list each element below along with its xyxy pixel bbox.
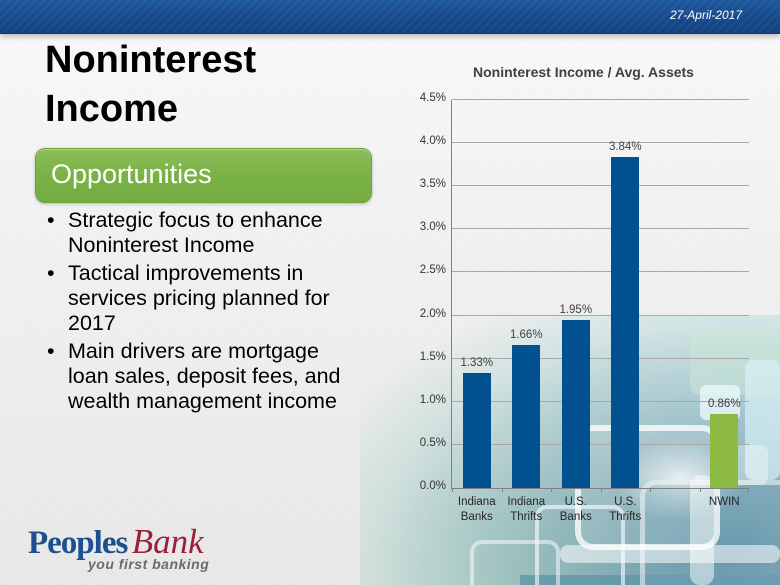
x-axis-tick [452, 488, 453, 492]
peoples-bank-logo: Peoples Bank you first banking [28, 522, 218, 572]
chart: Noninterest Income / Avg. Assets 0.0% 0.5… [405, 62, 770, 532]
decor-shape [690, 475, 714, 585]
logo-text-peoples: Peoples [28, 525, 128, 561]
chart-gridline [452, 185, 749, 187]
x-axis-tick [501, 488, 503, 492]
bar-value-label: 0.86% [707, 397, 741, 410]
decor-shape [470, 540, 560, 585]
x-axis-category-label: U.S. Thrifts [609, 496, 642, 523]
chart-bar [561, 319, 590, 488]
x-axis-category-label: NWIN [708, 496, 740, 508]
chart-gridline [452, 357, 749, 359]
y-axis-tick-label: 3.0% [419, 221, 446, 234]
x-axis-category-label: Indiana Banks [457, 496, 496, 523]
chart-bar [512, 344, 541, 488]
bar-value-label: 1.33% [460, 357, 494, 370]
y-axis-tick-label: 0.5% [419, 436, 446, 449]
x-axis-tick [551, 488, 552, 492]
x-axis-category-label: Indiana Thrifts [507, 496, 546, 523]
y-axis-tick-label: 2.5% [419, 264, 446, 277]
slide-title: Noninterest Income [45, 39, 257, 131]
chart-plot: 0.0% 0.5% 1.0% 1.5% 2.0% 2.5% 3.0% 3.5% 4.0% 4.5%… [420, 92, 749, 523]
chart-gridline [452, 142, 749, 144]
x-axis-tick [748, 488, 749, 492]
decor-shape [575, 425, 720, 550]
chart-gridline [452, 400, 749, 402]
x-axis-tick [600, 488, 602, 492]
opportunities-label: Opportunities [51, 159, 212, 189]
x-axis-tick [650, 488, 651, 492]
slide-date: 27-April-2017 [669, 8, 742, 22]
y-axis-tick-label: 4.5% [419, 92, 446, 104]
chart-title: Noninterest Income / Avg. Assets [473, 64, 694, 80]
opportunities-banner: Opportunities [35, 148, 372, 203]
y-axis-tick-label: 1.0% [419, 393, 446, 406]
bar-value-label: 3.84% [608, 140, 642, 153]
chart-bar [611, 156, 640, 488]
x-axis-category-label: U.S. Banks [559, 496, 592, 523]
chart-gridline [452, 99, 749, 100]
bullet-list: Strategic focus to enhance Noninterest I… [45, 208, 360, 417]
decor-shape [535, 505, 625, 585]
x-axis-tick [699, 488, 701, 492]
chart-bar [710, 413, 739, 488]
chart-gridline [452, 228, 749, 230]
bullet-item: Tactical improvements in services pricin… [45, 261, 360, 336]
y-axis-tick-label: 2.0% [419, 307, 446, 320]
bar-value-label: 1.66% [509, 328, 543, 341]
logo-tagline: you first banking [88, 556, 210, 572]
chart-gridline [452, 271, 749, 273]
chart-gridline [452, 314, 749, 316]
bullet-item: Main drivers are mortgage loan sales, de… [45, 339, 360, 414]
y-axis-tick-label: 4.0% [419, 135, 446, 148]
y-axis-tick-label: 1.5% [419, 350, 446, 363]
logo-wordmark: Peoples Bank [28, 522, 218, 562]
header-bar: 27-April-2017 [0, 0, 780, 34]
y-axis-tick-label: 0.0% [419, 480, 446, 492]
bullet-item: Strategic focus to enhance Noninterest I… [45, 208, 360, 258]
decor-shape [520, 575, 780, 585]
bar-value-label: 1.95% [559, 303, 593, 316]
logo-text-bank: Bank [131, 522, 204, 561]
y-axis-tick-label: 3.5% [419, 178, 446, 191]
decor-shape [745, 360, 780, 480]
chart-bar [462, 373, 491, 488]
chart-gridline [452, 443, 749, 445]
